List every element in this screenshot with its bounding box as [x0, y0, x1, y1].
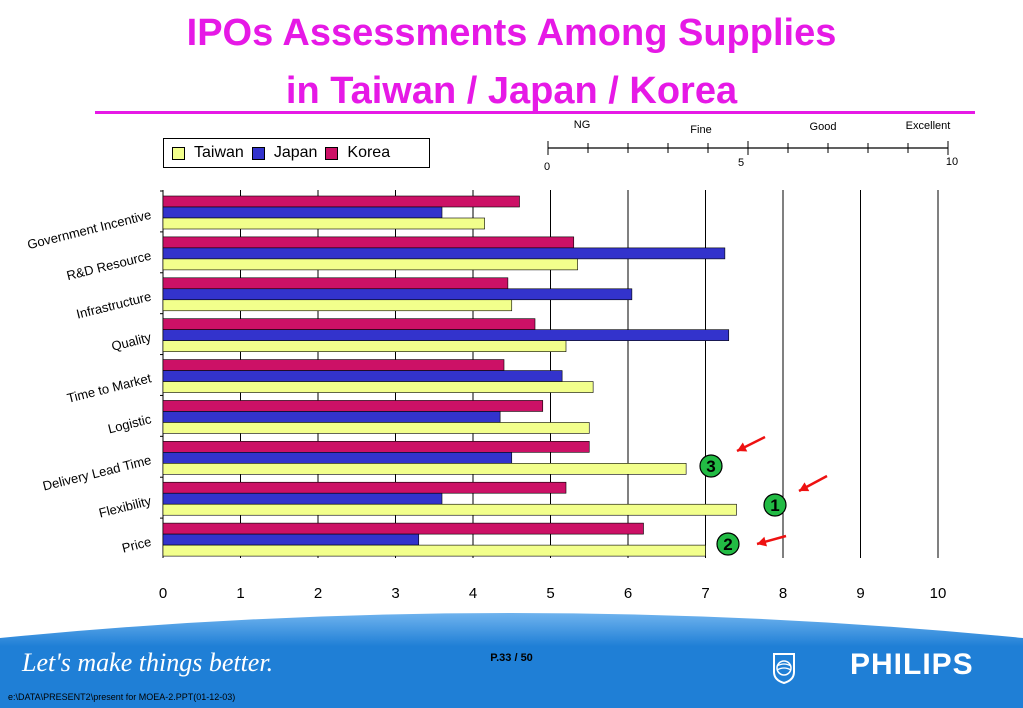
legend-label-japan: Japan: [273, 144, 318, 161]
bar-japan-8: [162, 533, 420, 546]
x-tick-label-4: 4: [469, 585, 477, 602]
scale-key-label-2: Good: [810, 121, 837, 133]
bar-korea-5: [162, 400, 544, 412]
bar-japan-5: [162, 411, 501, 423]
slogan: Let's make things better.: [22, 648, 274, 677]
category-label-8: Price: [120, 534, 152, 556]
legend-swatch-taiwan: [172, 146, 185, 160]
x-tick-label-2: 2: [314, 585, 322, 602]
bar-taiwan-4: [162, 381, 594, 393]
rank-badge-2: [716, 532, 740, 556]
category-label-4: Time to Market: [65, 370, 153, 406]
x-tick-label-1: 1: [236, 585, 244, 602]
x-tick-label-8: 8: [779, 585, 787, 602]
arrow-head-icon: [799, 482, 810, 492]
bar-taiwan-0: [162, 217, 485, 230]
scale-key-label-1: Fine: [690, 124, 711, 136]
chart-title-line-1: IPOs Assessments Among Supplies: [186, 12, 837, 54]
legend-label-taiwan: Taiwan: [194, 144, 244, 161]
bar-korea-4: [162, 359, 505, 371]
category-label-2: Infrastructure: [75, 289, 153, 322]
category-label-6: Delivery Lead Time: [41, 452, 153, 493]
chart-legend: Taiwan Japan Korea: [163, 138, 430, 168]
rank-label-1: 1: [770, 496, 779, 515]
bar-taiwan-7: [162, 503, 737, 516]
legend-item-korea: Korea: [325, 144, 390, 162]
scale-key: NG Fine Good Excellent 0 5 10: [544, 119, 958, 173]
bar-japan-1: [162, 247, 726, 260]
bar-taiwan-8: [162, 544, 706, 557]
legend-swatch-japan: [251, 146, 265, 160]
x-axis-ticks: 0 1 2 3 4 5 6 7 8 9 10: [159, 585, 947, 602]
bar-taiwan-2: [162, 299, 513, 312]
legend-swatch-korea: [325, 146, 339, 160]
scale-key-tick-label-1: 5: [738, 157, 744, 169]
bar-japan-0: [162, 206, 443, 219]
bar-korea-6: [162, 441, 590, 453]
bar-korea-7: [162, 481, 567, 494]
arrow-head-icon: [757, 536, 768, 547]
bar-japan-3: [162, 329, 730, 341]
legend-item-japan: Japan: [251, 144, 318, 162]
bar-taiwan-5: [162, 422, 590, 434]
bar-taiwan-1: [162, 258, 578, 271]
bar-korea-0: [162, 195, 520, 208]
bar-taiwan-6: [162, 463, 687, 475]
bar-japan-7: [162, 492, 443, 505]
rank-badge-1: [763, 493, 787, 517]
bar-japan-2: [162, 288, 633, 301]
legend-item-taiwan: Taiwan: [172, 144, 244, 162]
x-tick-label-3: 3: [391, 585, 399, 602]
scale-key-tick-label-2: 10: [946, 156, 958, 168]
scale-key-label-0: NG: [574, 119, 591, 131]
bar-japan-6: [162, 452, 513, 464]
arrow-head-icon: [737, 442, 748, 452]
category-label-1: R&D Resource: [65, 248, 153, 284]
title-underline: [95, 111, 975, 114]
x-tick-label-6: 6: [624, 585, 632, 602]
x-tick-label-7: 7: [701, 585, 709, 602]
category-label-7: Flexibility: [97, 493, 153, 521]
bar-korea-3: [162, 318, 536, 330]
legend-label-korea: Korea: [347, 144, 391, 161]
chart-title-line-2: in Taiwan / Japan / Korea: [285, 70, 738, 112]
chart-bars: [162, 195, 737, 557]
scale-key-label-3: Excellent: [906, 120, 951, 132]
rank-badge-3: [699, 454, 723, 478]
rank-label-3: 3: [706, 457, 715, 476]
category-label-0: Government Incentive: [26, 207, 153, 252]
x-tick-label-10: 10: [930, 585, 947, 602]
category-label-5: Logistic: [106, 411, 153, 436]
file-path: e:\DATA\PRESENT2\present for MOEA-2.PPT(…: [8, 692, 236, 702]
rank-label-2: 2: [723, 535, 732, 554]
bar-korea-2: [162, 277, 509, 290]
x-tick-label-9: 9: [856, 585, 864, 602]
page-number: P.33 / 50: [490, 652, 533, 664]
footer-band: [0, 613, 1023, 708]
category-label-3: Quality: [110, 329, 153, 353]
x-tick-label-0: 0: [159, 585, 167, 602]
rank-annotations: 3 1 2: [699, 435, 828, 556]
bar-korea-8: [162, 522, 644, 535]
philips-shield-icon: [773, 653, 795, 684]
philips-logo: PHILIPS: [850, 648, 974, 681]
bar-japan-4: [162, 370, 563, 382]
bar-taiwan-3: [162, 340, 567, 352]
x-tick-label-5: 5: [546, 585, 554, 602]
scale-key-tick-label-0: 0: [544, 161, 550, 173]
bar-korea-1: [162, 236, 575, 249]
